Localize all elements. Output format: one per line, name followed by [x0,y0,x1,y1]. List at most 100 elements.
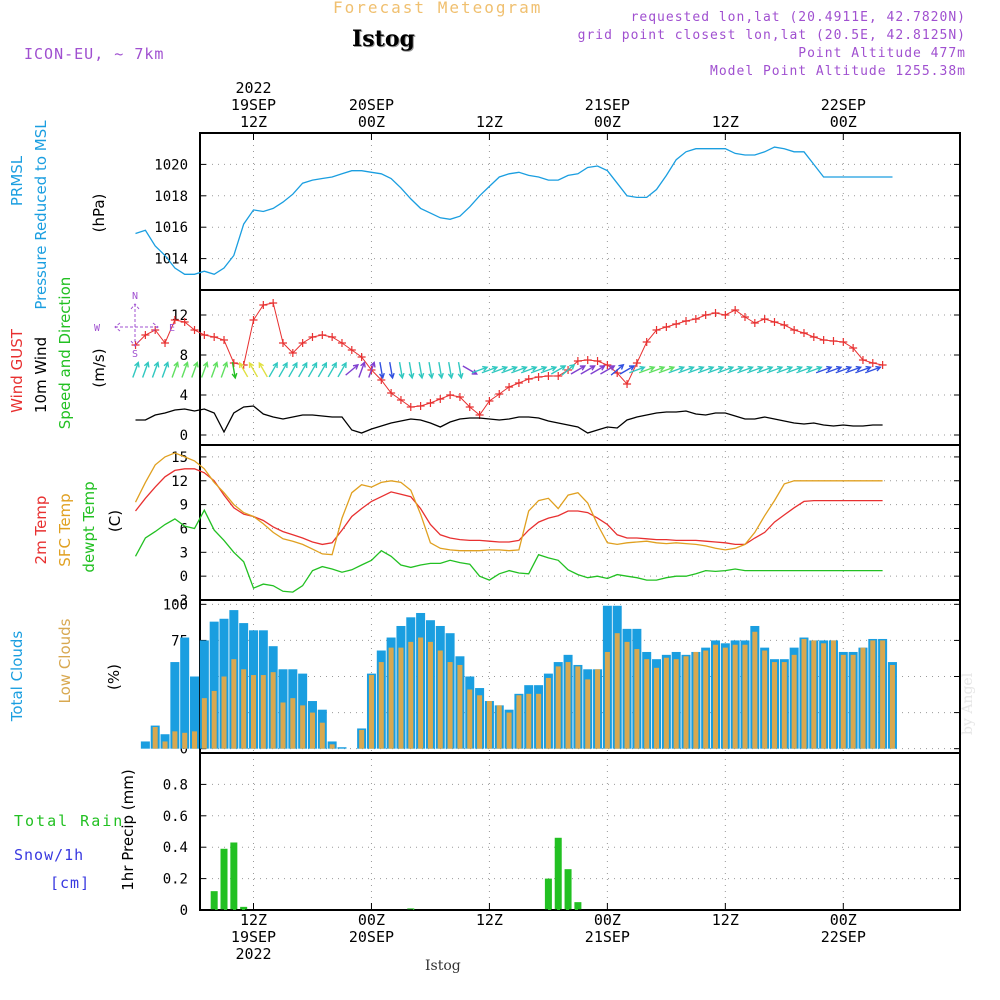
wind-arrow [462,365,478,375]
gust-marker [436,395,445,403]
wind-arrow-head [302,361,308,369]
wind-arrow-head [222,361,229,368]
wind-arrow-head [311,361,318,369]
gust-marker [839,338,848,346]
wind-arrow [747,365,764,374]
wind-arrow [619,365,636,375]
low-cloud-bar [398,647,404,749]
wind-arrow-shaft [806,366,822,374]
wind-arrow [845,365,863,374]
sfc-temp-line [134,452,883,556]
wind-arrow-head [321,361,328,369]
low-cloud-bar [182,732,188,749]
wind-arrow-shaft [268,362,278,378]
wind-arrow-head [173,361,180,368]
snow-unit: [cm] [50,874,90,892]
gust-marker [593,357,602,365]
wind-arrow-shaft [379,361,384,379]
wind-arrow [141,361,150,378]
model-altitude: Model Point Altitude 1255.38m [710,64,966,79]
wind-arrow-head [143,361,150,368]
low-cloud-bar [408,641,414,749]
wind-arrow [268,361,278,378]
x-tick-label-bottom: 12Z [476,911,503,929]
wind-arrow-head [835,365,843,372]
rain-label: Total Rain [14,812,124,830]
temp-unit: (C) [106,510,124,532]
wind-arrow [600,365,616,375]
wind-arrow-shaft [756,366,773,374]
low-cloud-bar [329,744,335,749]
wind-arrow-shaft [580,365,595,375]
wind-arrow-shaft [161,362,169,378]
wind-arrow-shaft [717,366,734,374]
wind-direction-label: Speed and Direction [56,277,74,430]
wind-arrow-head [727,365,735,372]
wind-arrow-shaft [855,366,871,374]
wind-arrow-head [757,365,764,372]
low-cloud-bar [300,705,306,749]
wind-arrow [688,365,705,374]
x-tick-label-top: 2022 [235,79,271,97]
wind-arrow [481,365,499,374]
wind-arrow-shaft [590,365,605,375]
low-cloud-bar [437,650,443,749]
x-tick-label-top: 12Z [240,113,267,131]
low-cloud-bar [889,664,895,749]
temp2m-line [134,468,883,546]
gust-marker [288,349,297,357]
wind-arrow-head [776,365,784,372]
gust-marker [632,359,641,367]
wind-arrow-head [134,361,140,368]
wind-arrow-shaft [668,366,684,374]
gust-marker [259,301,268,309]
wind-arrow-shaft [141,362,149,378]
low-cloud-bar [506,712,512,749]
low-cloud-bar [516,695,522,749]
wind-arrow [231,361,238,380]
total-cloud-bar [140,741,150,749]
y-tick-label: 4 [180,388,188,404]
wind-arrow-head [428,372,435,380]
wind-arrow-shaft [678,366,694,374]
wind-arrow-head [163,361,170,368]
x-tick-label-bottom: 2022 [235,945,271,963]
gust-marker [229,359,238,367]
total-cloud-bar [170,662,180,749]
wind-arrow [151,361,160,378]
gust-marker [623,380,632,388]
wind-arrow [570,365,587,375]
wind-arrow [561,363,576,376]
total-clouds-label: Total Clouds [8,631,26,723]
y-tick-label: 0.4 [163,840,188,856]
wind-arrow-shaft [688,366,704,374]
total-cloud-bar [209,621,219,749]
wind-arrow-head [855,365,863,372]
low-cloud-bar [565,662,571,749]
wind-arrow [358,361,366,378]
low-cloud-bar [693,651,699,749]
wind-arrow-head [331,361,337,369]
low-cloud-bar [742,644,748,749]
wind-arrow-head [212,361,219,368]
wind-arrow-shaft [727,366,743,374]
low-cloud-bar [388,647,394,749]
x-tick-label-top: 00Z [594,113,621,131]
wind-arrow [815,365,833,374]
gust-marker [278,339,287,347]
gust-marker [662,323,671,331]
gust-marker [731,306,740,314]
gust-marker [269,299,278,307]
wind-arrow-shaft [239,362,249,378]
total-cloud-bar [337,747,347,749]
rain-bar [210,891,218,910]
low-cloud-bar [654,667,660,749]
gust-marker [524,375,533,383]
wind-arrow [220,361,229,378]
wind-arrow-head [698,365,705,372]
wind-arrow-head [845,365,853,372]
wind-arrow [610,363,625,376]
low-cloud-bar [280,702,286,749]
gust-marker [868,359,877,367]
x-tick-label-bottom: 19SEP [231,928,276,946]
